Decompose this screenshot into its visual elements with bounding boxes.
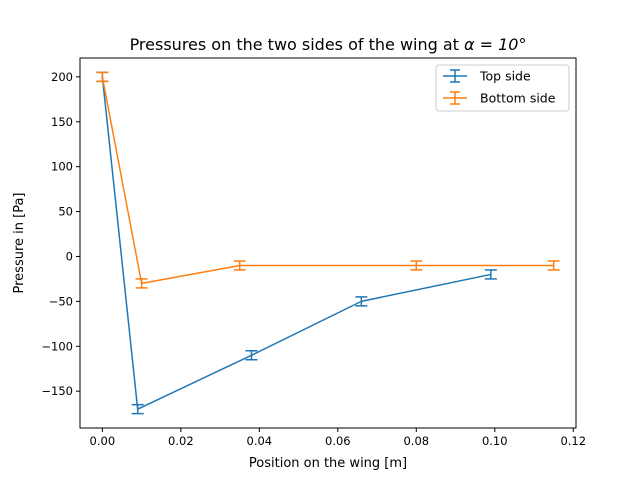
y-axis-label: Pressure in [Pa] bbox=[12, 193, 27, 294]
x-tick-label: 0.02 bbox=[168, 434, 194, 448]
x-tick-label: 0.04 bbox=[247, 434, 273, 448]
legend: Top side Bottom side bbox=[435, 64, 570, 112]
y-tick-label: 50 bbox=[58, 205, 73, 219]
legend-box bbox=[435, 64, 570, 112]
plot-area: 0.00 0.02 0.04 0.06 0.08 0.10 0.12 −150 −100 −50 0… bbox=[41, 57, 586, 448]
y-tick-label: 150 bbox=[51, 115, 73, 129]
axes-frame bbox=[79, 57, 577, 429]
y-tick-label: −150 bbox=[41, 384, 73, 398]
chart-title-text: Pressures on the two sides of the wing a… bbox=[130, 35, 459, 54]
y-tick-label: 100 bbox=[51, 160, 73, 174]
x-tick-label: 0.08 bbox=[403, 434, 429, 448]
x-tick-label: 0.10 bbox=[482, 434, 508, 448]
legend-label-0: Top side bbox=[479, 69, 531, 84]
x-tick-label: 0.06 bbox=[325, 434, 351, 448]
y-tick-label: 0 bbox=[66, 249, 73, 263]
x-tick-label: 0.00 bbox=[90, 434, 116, 448]
x-axis-label: Position on the wing [m] bbox=[249, 456, 407, 471]
y-tick-label: −50 bbox=[49, 294, 73, 308]
chart-title-math: α = 10° bbox=[464, 35, 526, 54]
legend-label-1: Bottom side bbox=[480, 91, 556, 106]
y-tick-label: −100 bbox=[41, 339, 73, 353]
x-tick-label: 0.12 bbox=[560, 434, 586, 448]
chart-title: Pressures on the two sides of the wing a… bbox=[130, 35, 527, 54]
y-tick-label: 200 bbox=[51, 70, 73, 84]
